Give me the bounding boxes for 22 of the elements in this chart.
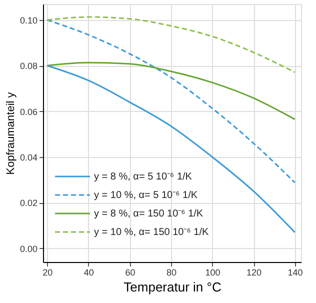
legend-label: y = 8 %, α= 5 10⁻⁶ 1/K [94, 172, 192, 182]
x-tick-label: 100 [205, 268, 220, 278]
y-tick-label: 0.00 [20, 244, 38, 254]
y-axis-title: Kopfraumanteil y [4, 92, 17, 175]
x-tick-label: 80 [166, 268, 176, 278]
x-tick-label: 120 [246, 268, 262, 278]
y-tick-label: 0.08 [20, 61, 38, 72]
x-tick-label: 60 [125, 268, 136, 278]
x-tick-label: 140 [288, 268, 303, 278]
legend-label: y = 10 %, α= 150 10⁻⁶ 1/K [94, 227, 209, 238]
x-tick-label: 20 [42, 268, 53, 278]
x-axis-title: Temperatur in °C [124, 280, 222, 294]
y-tick-label: 0.04 [20, 152, 38, 162]
legend-label: y = 10 %, α= 5 10⁻⁶ 1/K [94, 190, 198, 201]
line-series [46, 16, 296, 74]
legend-label: y = 8 %, α= 150 10⁻⁶ 1/K [94, 208, 204, 220]
y-tick-label: 0.06 [20, 106, 38, 117]
y-tick-label: 0.10 [20, 15, 38, 26]
x-tick-label: 40 [84, 268, 94, 278]
y-tick-label: 0.02 [20, 198, 38, 208]
line-series [46, 19, 296, 184]
line-series [46, 62, 296, 120]
